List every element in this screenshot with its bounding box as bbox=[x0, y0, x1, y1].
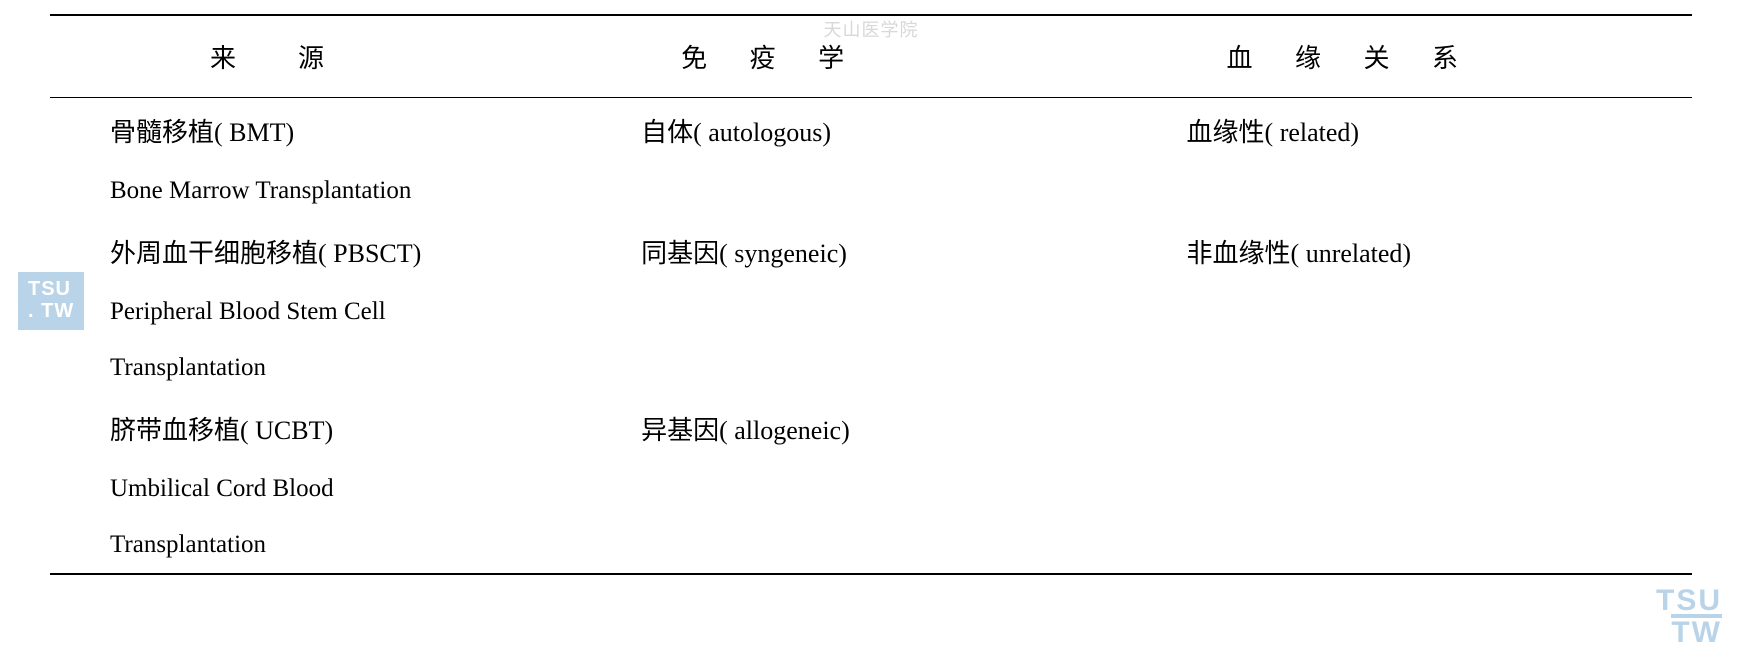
cell-immunology bbox=[641, 163, 1166, 219]
watermark-left-line1: TSU bbox=[28, 278, 74, 300]
table-row: Peripheral Blood Stem Cell bbox=[50, 284, 1692, 340]
table-row: Bone Marrow Transplantation bbox=[50, 163, 1692, 219]
watermark-right-line1: TSU bbox=[1656, 586, 1722, 616]
cell-relationship: 血缘性( related) bbox=[1167, 98, 1692, 164]
cell-source-en: Transplantation bbox=[50, 340, 641, 396]
header-source: 来 源 bbox=[50, 15, 641, 98]
cell-source: 脐带血移植( UCBT) bbox=[50, 396, 641, 461]
header-relationship: 血 缘 关 系 bbox=[1167, 15, 1692, 98]
watermark-left-badge: TSU . TW bbox=[18, 272, 84, 330]
cell-relationship bbox=[1167, 163, 1692, 219]
table-row: Umbilical Cord Blood bbox=[50, 461, 1692, 517]
cell-relationship bbox=[1167, 340, 1692, 396]
cell-immunology bbox=[641, 340, 1166, 396]
watermark-top: 天山医学院 bbox=[824, 16, 919, 42]
cell-immunology bbox=[641, 284, 1166, 340]
table-row: 脐带血移植( UCBT) 异基因( allogeneic) bbox=[50, 396, 1692, 461]
watermark-right-line2: TW bbox=[1671, 614, 1722, 648]
cell-relationship bbox=[1167, 396, 1692, 461]
cell-immunology bbox=[641, 517, 1166, 574]
cell-source-en: Bone Marrow Transplantation bbox=[50, 163, 641, 219]
cell-immunology bbox=[641, 461, 1166, 517]
cell-source-en: Transplantation bbox=[50, 517, 641, 574]
cell-immunology: 异基因( allogeneic) bbox=[641, 396, 1166, 461]
cell-source-en: Peripheral Blood Stem Cell bbox=[50, 284, 641, 340]
table-row: Transplantation bbox=[50, 517, 1692, 574]
cell-relationship bbox=[1167, 517, 1692, 574]
classification-table: 来 源 免 疫 学 血 缘 关 系 骨髓移植( BMT) 自体( autolog… bbox=[50, 14, 1692, 575]
cell-immunology: 自体( autologous) bbox=[641, 98, 1166, 164]
cell-source-en: Umbilical Cord Blood bbox=[50, 461, 641, 517]
cell-source: 骨髓移植( BMT) bbox=[50, 98, 641, 164]
cell-source: 外周血干细胞移植( PBSCT) bbox=[50, 219, 641, 284]
watermark-left-line2: . TW bbox=[28, 300, 74, 322]
table-row: 骨髓移植( BMT) 自体( autologous) 血缘性( related) bbox=[50, 98, 1692, 164]
cell-relationship: 非血缘性( unrelated) bbox=[1167, 219, 1692, 284]
watermark-right-badge: TSU TW bbox=[1656, 586, 1722, 648]
cell-relationship bbox=[1167, 461, 1692, 517]
cell-immunology: 同基因( syngeneic) bbox=[641, 219, 1166, 284]
table-row: 外周血干细胞移植( PBSCT) 同基因( syngeneic) 非血缘性( u… bbox=[50, 219, 1692, 284]
table-row: Transplantation bbox=[50, 340, 1692, 396]
cell-relationship bbox=[1167, 284, 1692, 340]
